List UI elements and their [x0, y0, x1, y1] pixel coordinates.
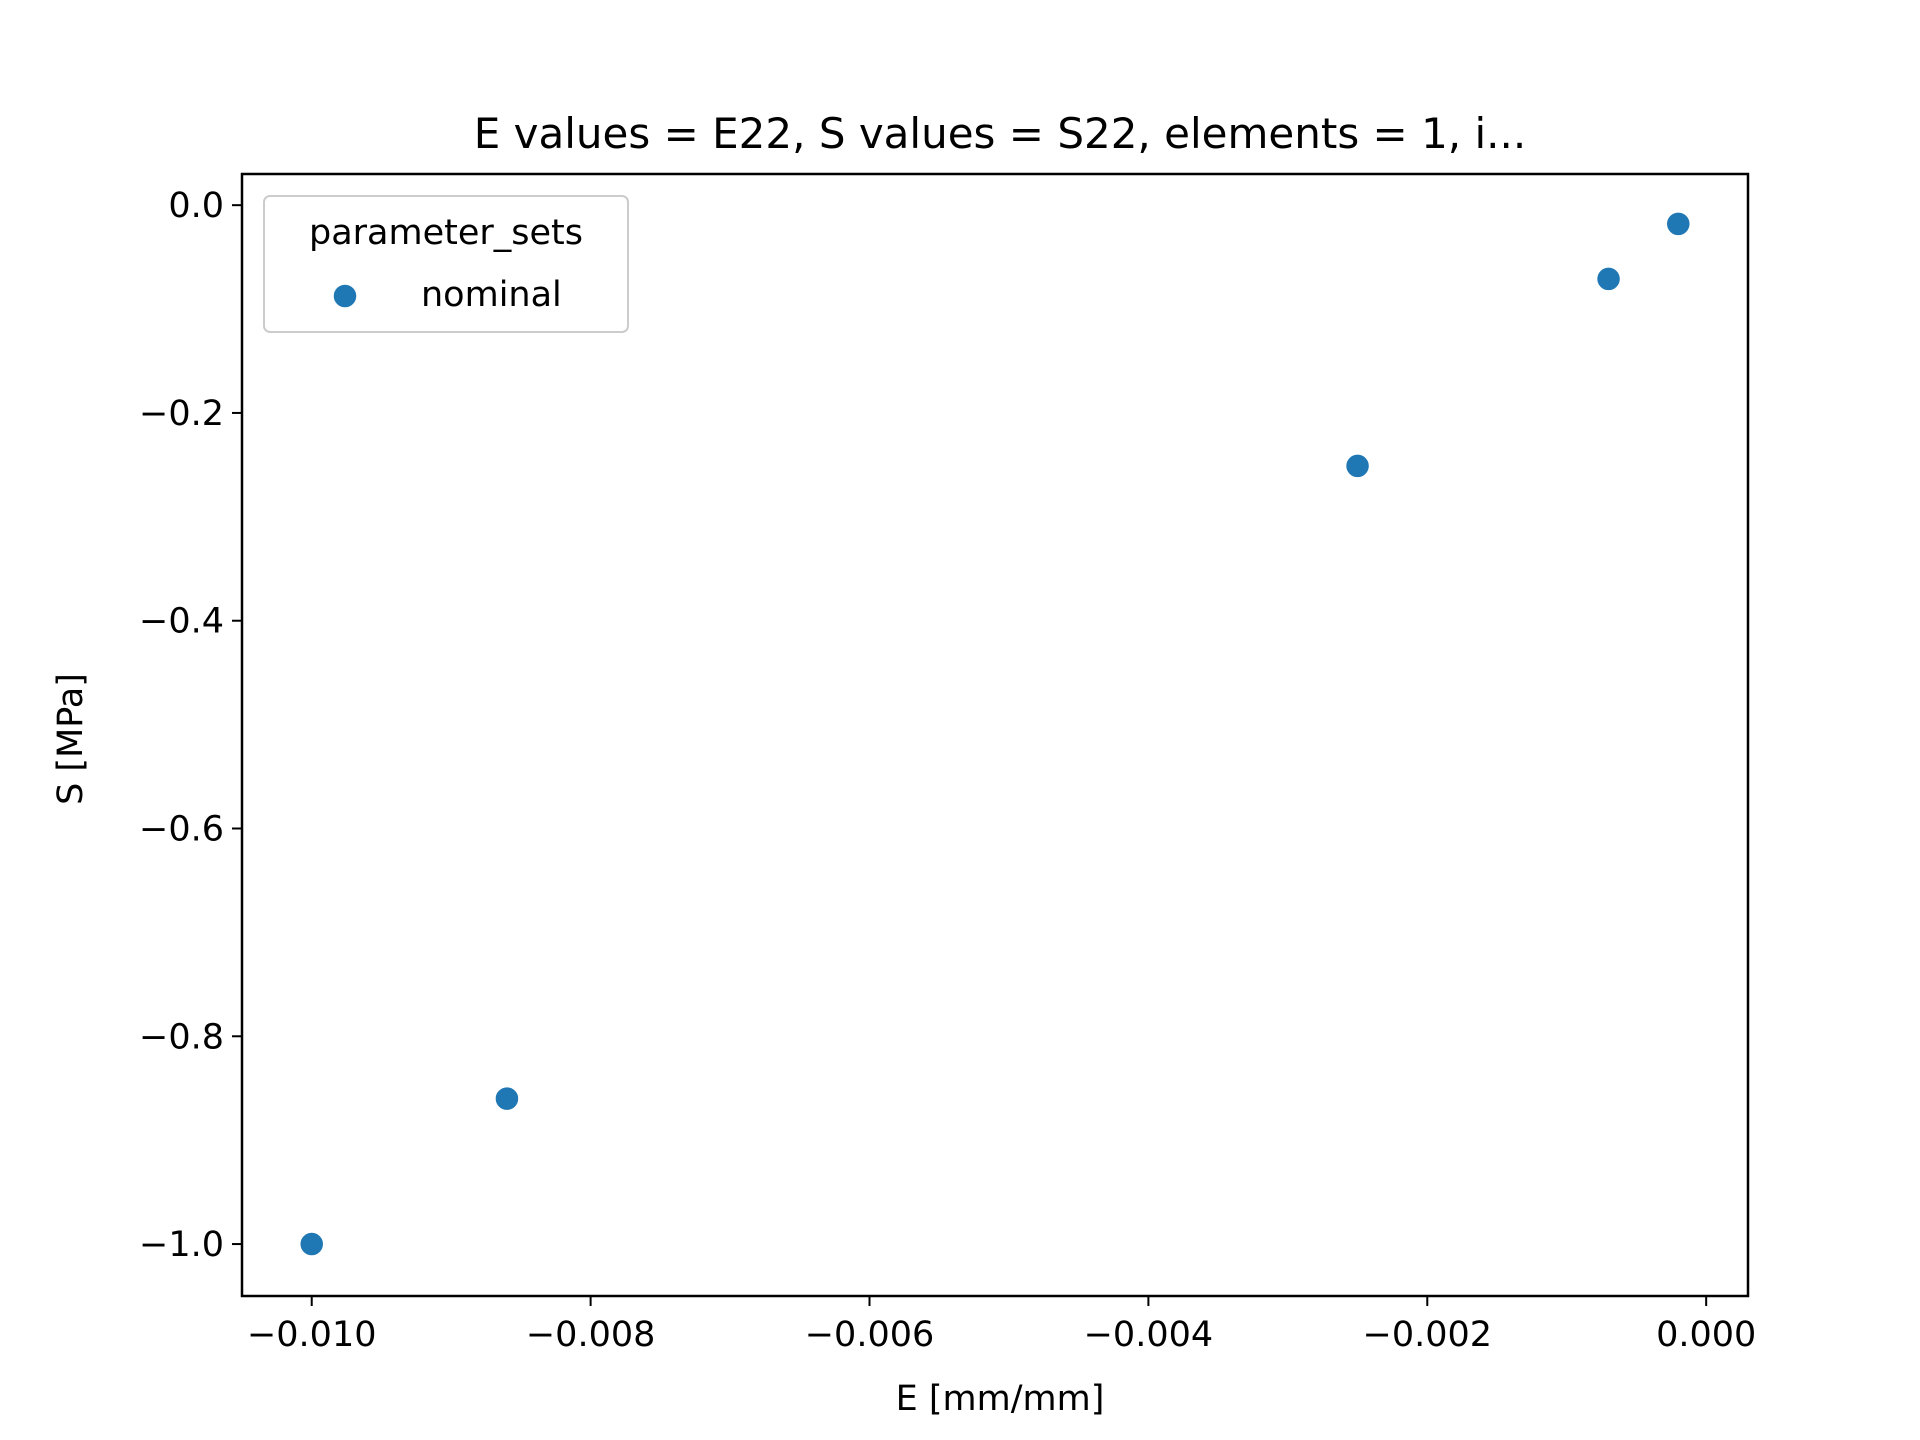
- x-tick-label: −0.004: [1084, 1315, 1214, 1355]
- data-point: [1665, 211, 1692, 237]
- legend: parameter_sets nominal: [263, 195, 629, 333]
- data-point: [494, 1085, 520, 1112]
- y-tick-label: −1.0: [139, 1225, 224, 1265]
- legend-entry-nominal: nominal: [421, 275, 562, 315]
- chart-title: E values = E22, S values = S22, elements…: [474, 109, 1526, 158]
- x-tick-label: 0.000: [1656, 1315, 1756, 1355]
- y-tick-label: −0.6: [139, 810, 224, 850]
- x-tick-label: −0.008: [526, 1315, 656, 1355]
- legend-marker: [332, 283, 358, 309]
- x-axis-label: E [mm/mm]: [896, 1379, 1105, 1419]
- y-axis: 0.0 −0.2 −0.4 −0.6 −0.8 −1.0: [139, 186, 242, 1265]
- plot-area: [298, 211, 1692, 1257]
- y-tick-label: 0.0: [168, 186, 224, 226]
- x-tick-label: −0.006: [805, 1315, 935, 1355]
- x-tick-label: −0.002: [1363, 1315, 1493, 1355]
- plot-frame: [240, 172, 1750, 1298]
- y-axis-label: S [MPa]: [51, 673, 91, 805]
- y-tick-label: −0.8: [139, 1017, 224, 1057]
- y-tick-label: −0.2: [139, 394, 224, 434]
- data-point: [298, 1231, 325, 1257]
- legend-title: parameter_sets: [309, 213, 583, 253]
- data-point: [1595, 266, 1622, 292]
- x-tick-label: −0.010: [247, 1315, 377, 1355]
- x-axis: −0.010 −0.008 −0.006 −0.004 −0.002 0.000: [247, 1296, 1756, 1355]
- y-tick-label: −0.4: [139, 602, 224, 642]
- data-point: [1344, 453, 1371, 479]
